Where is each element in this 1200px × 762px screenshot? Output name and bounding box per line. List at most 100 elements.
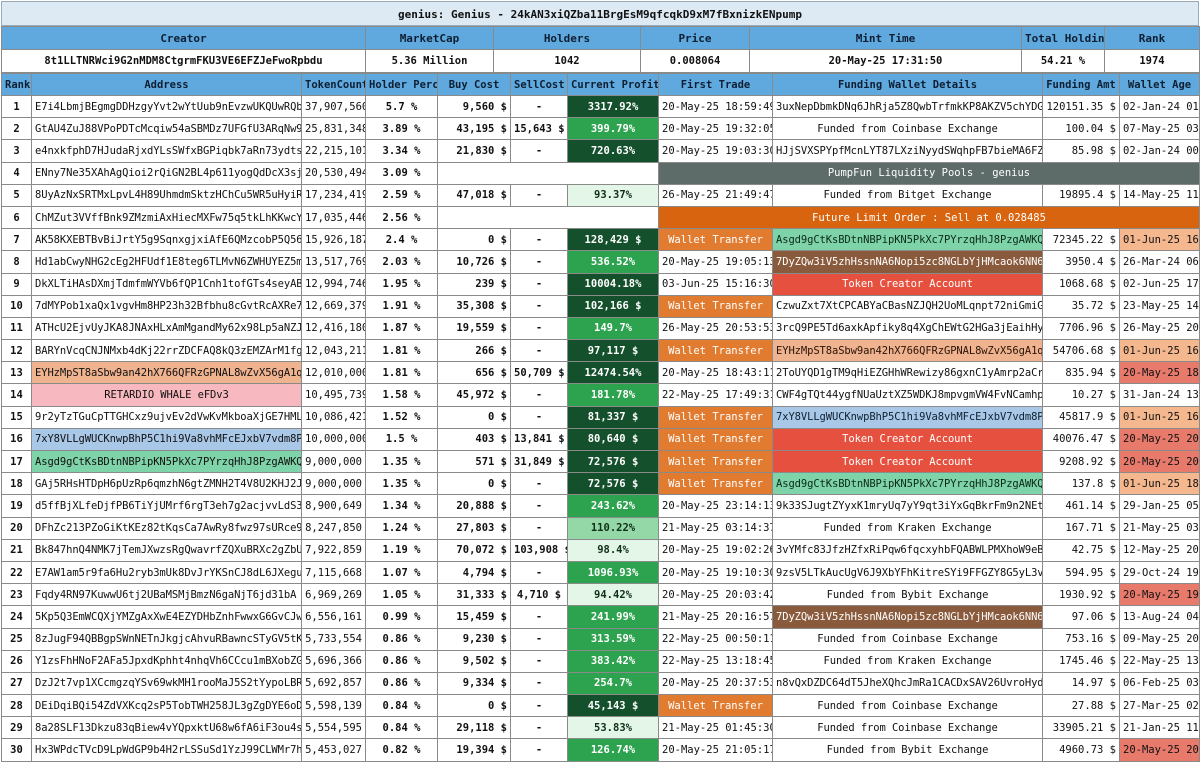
funding-wallet[interactable]: Funded from Bitget Exchange	[772, 183, 1043, 207]
funding-wallet[interactable]: 3rcQ9PE5Td6axkApfiky8q4XgChEWtG2HGa3jEai…	[772, 316, 1043, 341]
holder-address[interactable]: 7dMYPob1xaQx1vgvHm8HP23h32Bfbhu8cGvtRcAX…	[31, 294, 302, 318]
funding-wallet[interactable]: Asgd9gCtKsBDtnNBPipKN5PkXc7PYrzqHhJ8PzgA…	[772, 228, 1043, 252]
table-row[interactable]: 29 8a28SLF13Dkzu83qBiew4vYQpxktU68w6fA6iF…	[1, 716, 1200, 740]
table-row[interactable]: 12 BARYnVcqCNJNMxb4dKj22rrZDCFAQ8kQ3zEMZA…	[1, 339, 1200, 363]
table-row[interactable]: 13 EYHzMpST8aSbw9an42hX766QFRzGPNAL8wZvX5…	[1, 361, 1200, 385]
holder-address[interactable]: Asgd9gCtKsBDtnNBPipKN5PkXc7PYrzqHhJ8PzgA…	[31, 449, 302, 474]
table-row[interactable]: 9 DkXLTiHAsDXmjTdmfmWYVb6fQP1Cnh1tofGTs4s…	[1, 272, 1200, 296]
holder-address[interactable]: AK58KXEBTBvBiJrtY5g9SqnxgjxiAfE6QMzcobP5…	[31, 228, 302, 252]
table-row[interactable]: 25 8zJugF94QBBgpSWnNETnJkgjcAhvuRBawncSTy…	[1, 627, 1200, 651]
holder-address[interactable]: RETARDIO WHALE eFDv3	[31, 383, 302, 407]
funding-wallet[interactable]: Funded from Bybit Exchange	[772, 738, 1043, 762]
table-row[interactable]: 19 d5ffBjXLfeDjfPB6TiYjUMrf6rgT3eh7g2acjv…	[1, 494, 1200, 518]
col-holder-perc: Holder Perc	[365, 73, 438, 96]
table-row[interactable]: 10 7dMYPob1xaQx1vgvHm8HP23h32Bfbhu8cGvtRc…	[1, 294, 1200, 318]
holder-address[interactable]: Hx3WPdcTVcD9LpWdGP9b4H2rLSSuSd1YzJ99CLWM…	[31, 738, 302, 762]
funding-wallet[interactable]: 7DyZQw3iV5zhHssnNA6Nopi5zc8NGLbYjHMcaok6…	[772, 605, 1043, 629]
first-trade: 20-May-25 20:03:42	[658, 583, 773, 607]
holder-address[interactable]: EYHzMpST8aSbw9an42hX766QFRzGPNAL8wZvX56g…	[31, 361, 302, 385]
funding-wallet[interactable]: Funded from Coinbase Exchange	[772, 716, 1043, 740]
table-row[interactable]: 21 Bk847hnQ4NMK7jTemJXwzsRgQwavrfZQXuBRXc…	[1, 538, 1200, 562]
table-row[interactable]: 27 DzJ2t7vp1XCcmgzqYSv69wkMH1rooMaJ5S2tYy…	[1, 671, 1200, 696]
funding-wallet[interactable]: Funded from Kraken Exchange	[772, 649, 1043, 673]
table-row[interactable]: 2 GtAU4ZuJ88VPoPDTcMcqiw54aSBMDz7UFGfU3AR…	[1, 117, 1200, 141]
holder-address[interactable]: 5Kp5Q3EmWCQXjYMZgAxXwE4EZYDHbZnhFwwxG6Gv…	[31, 605, 302, 629]
table-row[interactable]: 6 ChMZut3VVffBnk9ZMzmiAxHiecMXFw75q5tkLhK…	[1, 205, 1200, 230]
table-row[interactable]: 15 9r2yTzTGuCpTTGHCxz9ujvEv2dVwKvMkboaXjG…	[1, 405, 1200, 429]
holder-address[interactable]: Bk847hnQ4NMK7jTemJXwzsRgQwavrfZQXuBRXc2g…	[31, 538, 302, 562]
token-count: 25,831,348	[301, 117, 366, 141]
holder-address[interactable]: GAj5RHsHTDpH6pUzRp6qmzhN6gtZMNH2T4V8U2KH…	[31, 472, 302, 496]
table-row[interactable]: 26 Y1zsFhHNoF2AFa5JpxdKphht4nhqVh6CCcu1mB…	[1, 649, 1200, 673]
holder-address[interactable]: DkXLTiHAsDXmjTdmfmWYVb6fQP1Cnh1tofGTs4se…	[31, 272, 302, 296]
holder-address[interactable]: DEiDqiBQi54ZdVXKcq2sP5TobTWH258JL3gZgDYE…	[31, 694, 302, 718]
summary-header-creator: Creator	[1, 26, 366, 50]
holder-address[interactable]: e4nxkfphD7HJudaRjxdYLsSWfxBGPiqbk7aRn73y…	[31, 139, 302, 163]
funding-wallet[interactable]: HJjSVXSPYpfMcnLYT87LXziNyydSWqhpFB7bieMA…	[772, 139, 1043, 163]
table-row[interactable]: 22 E7AW1am5r9fa6Hu2ryb3mUk8DvJrYKSnCJ8dL6…	[1, 560, 1200, 585]
holder-address[interactable]: 8a28SLF13Dkzu83qBiew4vYQpxktU68w6fA6iF3o…	[31, 716, 302, 740]
table-row[interactable]: 14 RETARDIO WHALE eFDv3 10,495,739 1.58 % 45…	[1, 383, 1200, 407]
funding-wallet[interactable]: 3uxNepDbmkDNq6JhRja5Z8QwbTrfmkKP8AKZV5ch…	[772, 94, 1043, 119]
holder-address[interactable]: Fqdy4RN97KuwwU6tj2UBaMSMjBmzN6gaNjT6jd31…	[31, 583, 302, 607]
holder-address[interactable]: ENny7Ne35XAhAgQioi2rQiGN2BL4p611yogQdDcX…	[31, 161, 302, 185]
holder-address[interactable]: E7i4LbmjBEgmgDDHzgyYvt2wYtUub9nEvzwUKQUw…	[31, 94, 302, 119]
funding-wallet[interactable]: Token Creator Account	[772, 427, 1043, 452]
funding-wallet[interactable]: Asgd9gCtKsBDtnNBPipKN5PkXc7PYrzqHhJ8PzgA…	[772, 472, 1043, 496]
sell-cost: -	[510, 94, 568, 119]
funding-wallet[interactable]: 7xY8VLLgWUCKnwpBhP5C1hi9Va8vhMFcEJxbV7vd…	[772, 405, 1043, 429]
funding-wallet[interactable]: Funded from Coinbase Exchange	[772, 117, 1043, 141]
funding-wallet[interactable]: Funded from Bybit Exchange	[772, 583, 1043, 607]
table-row[interactable]: 20 DFhZc213PZoGiKtKEz82tKqsCa7AwRy8fwz97s…	[1, 516, 1200, 540]
table-row[interactable]: 5 8UyAzNxSRTMxLpvL4H89UhmdmSktzHChCu5WR5u…	[1, 183, 1200, 207]
holder-address[interactable]: d5ffBjXLfeDjfPB6TiYjUMrf6rgT3eh7g2acjvvL…	[31, 494, 302, 518]
funding-wallet[interactable]: 9zsV5LTkAucUgV6J9XbYFhKitreSYi9FFGZY8G5y…	[772, 560, 1043, 585]
holder-perc: 1.24 %	[365, 516, 438, 540]
funding-wallet[interactable]: EYHzMpST8aSbw9an42hX766QFRzGPNAL8wZvX56g…	[772, 339, 1043, 363]
holder-address[interactable]: GtAU4ZuJ88VPoPDTcMcqiw54aSBMDz7UFGfU3ARq…	[31, 117, 302, 141]
holder-address[interactable]: 8zJugF94QBBgpSWnNETnJkgjcAhvuRBawncSTyGV…	[31, 627, 302, 651]
table-row[interactable]: 7 AK58KXEBTBvBiJrtY5g9SqnxgjxiAfE6QMzcobP…	[1, 228, 1200, 252]
holder-address[interactable]: BARYnVcqCNJNMxb4dKj22rrZDCFAQ8kQ3zEMZArM…	[31, 339, 302, 363]
table-row[interactable]: 17 Asgd9gCtKsBDtnNBPipKN5PkXc7PYrzqHhJ8Pz…	[1, 449, 1200, 474]
funding-wallet[interactable]: Funded from Coinbase Exchange	[772, 694, 1043, 718]
table-row[interactable]: 4 ENny7Ne35XAhAgQioi2rQiGN2BL4p611yogQdDc…	[1, 161, 1200, 185]
funding-wallet[interactable]: CzwuZxt7XtCPCABYaCBasNZJQH2UoMLqnpt72niG…	[772, 294, 1043, 318]
current-profit: 97,117 $	[567, 339, 659, 363]
holder-address[interactable]: ATHcU2EjvUyJKA8JNAxHLxAmMgandMy62x98Lp5a…	[31, 316, 302, 341]
table-row[interactable]: 11 ATHcU2EjvUyJKA8JNAxHLxAmMgandMy62x98Lp…	[1, 316, 1200, 341]
holder-address[interactable]: 9r2yTzTGuCpTTGHCxz9ujvEv2dVwKvMkboaXjGE7…	[31, 405, 302, 429]
table-row[interactable]: 23 Fqdy4RN97KuwwU6tj2UBaMSMjBmzN6gaNjT6jd…	[1, 583, 1200, 607]
holder-address[interactable]: ChMZut3VVffBnk9ZMzmiAxHiecMXFw75q5tkLhKK…	[31, 205, 302, 230]
holder-address[interactable]: E7AW1am5r9fa6Hu2ryb3mUk8DvJrYKSnCJ8dL6JX…	[31, 560, 302, 585]
funding-wallet[interactable]: n8vQxDZDC64dT5JheXQhcJmRa1CACDxSAV26Uvro…	[772, 671, 1043, 696]
holder-address[interactable]: DzJ2t7vp1XCcmgzqYSv69wkMH1rooMaJ5S2tYypo…	[31, 671, 302, 696]
summary-header-rank: Rank	[1104, 26, 1200, 50]
funding-wallet[interactable]: Funded from Coinbase Exchange	[772, 627, 1043, 651]
summary-header-mint-time: Mint Time	[749, 26, 1022, 50]
funding-wallet[interactable]: Token Creator Account	[772, 272, 1043, 296]
funding-wallet[interactable]: Token Creator Account	[772, 449, 1043, 474]
first-trade: 20-May-25 19:05:13	[658, 250, 773, 274]
table-row[interactable]: 18 GAj5RHsHTDpH6pUzRp6qmzhN6gtZMNH2T4V8U2…	[1, 472, 1200, 496]
funding-wallet[interactable]: 9k33SJugtZYyxK1mryUq7yY9qt3iYxGqBkrFm9n2…	[772, 494, 1043, 518]
table-row[interactable]: 3 e4nxkfphD7HJudaRjxdYLsSWfxBGPiqbk7aRn73…	[1, 139, 1200, 163]
funding-wallet[interactable]: CWF4gTQt44ygfNUaUztXZ5WDKJ8mpvgmVW4FvNCa…	[772, 383, 1043, 407]
holder-address[interactable]: DFhZc213PZoGiKtKEz82tKqsCa7AwRy8fwz97sUR…	[31, 516, 302, 540]
funding-wallet[interactable]: 2ToUYQD1gTM9qHiEZGHhWRewizy86gxnC1yAmrp2…	[772, 361, 1043, 385]
table-row[interactable]: 8 Hd1abCwyNHG2cEg2HFUdf1E8teg6TLMvN6ZWHUY…	[1, 250, 1200, 274]
creator-address[interactable]: 8t1LLTNRWci9G2nMDM8CtgrmFKU3VE6EFZJeFwoR…	[1, 49, 366, 73]
funding-wallet[interactable]: 7DyZQw3iV5zhHssnNA6Nopi5zc8NGLbYjHMcaok6…	[772, 250, 1043, 274]
table-row[interactable]: 24 5Kp5Q3EmWCQXjYMZgAxXwE4EZYDHbZnhFwwxG6…	[1, 605, 1200, 629]
table-row[interactable]: 30 Hx3WPdcTVcD9LpWdGP9b4H2rLSSuSd1YzJ99CL…	[1, 738, 1200, 762]
table-row[interactable]: 16 7xY8VLLgWUCKnwpBhP5C1hi9Va8vhMFcEJxbV7…	[1, 427, 1200, 452]
table-row[interactable]: 28 DEiDqiBQi54ZdVXKcq2sP5TobTWH258JL3gZgD…	[1, 694, 1200, 718]
holder-address[interactable]: 8UyAzNxSRTMxLpvL4H89UhmdmSktzHChCu5WR5uH…	[31, 183, 302, 207]
funding-wallet[interactable]: Funded from Kraken Exchange	[772, 516, 1043, 540]
wallet-age: 20-May-25 20:59	[1119, 738, 1200, 762]
table-row[interactable]: 1 E7i4LbmjBEgmgDDHzgyYvt2wYtUub9nEvzwUKQU…	[1, 94, 1200, 119]
funding-wallet[interactable]: 3vYMfc83JfzHZfxRiPqw6fqcxyhbFQABWLPMXhoW…	[772, 538, 1043, 562]
holder-address[interactable]: Y1zsFhHNoF2AFa5JpxdKphht4nhqVh6CCcu1mBXo…	[31, 649, 302, 673]
holder-address[interactable]: Hd1abCwyNHG2cEg2HFUdf1E8teg6TLMvN6ZWHUYE…	[31, 250, 302, 274]
holder-address[interactable]: 7xY8VLLgWUCKnwpBhP5C1hi9Va8vhMFcEJxbV7vd…	[31, 427, 302, 452]
